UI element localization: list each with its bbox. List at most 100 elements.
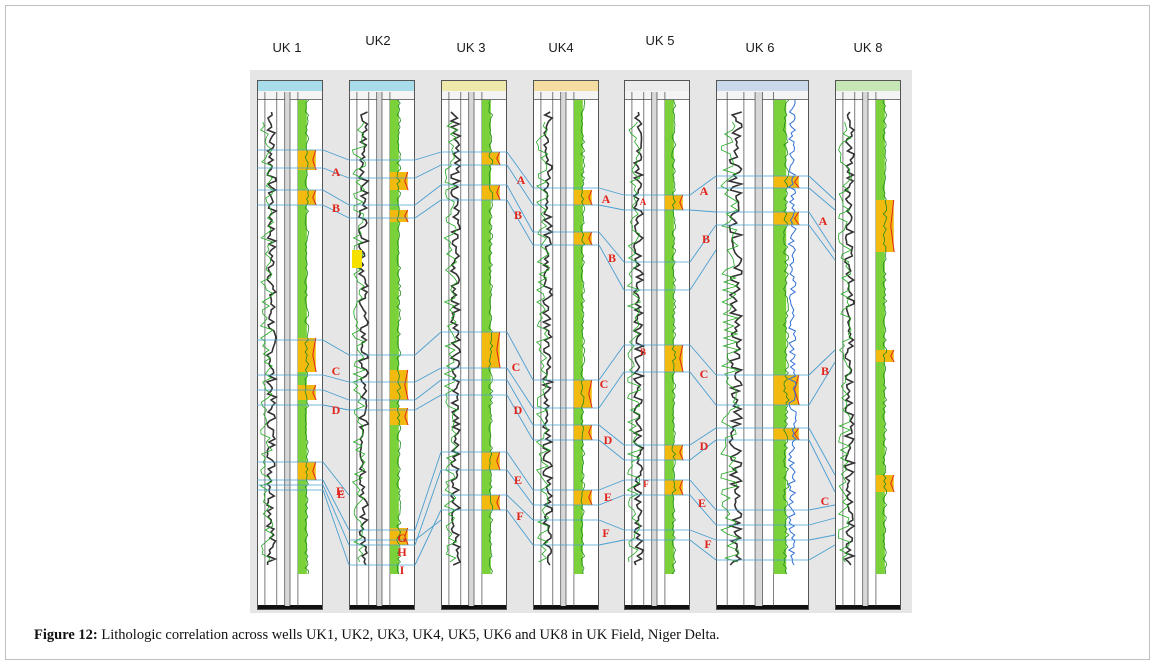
resistivity-spike xyxy=(312,189,317,206)
caption-text: Lithologic correlation across wells UK1,… xyxy=(101,627,720,643)
correlation-line xyxy=(808,544,836,561)
correlation-line xyxy=(598,539,625,546)
resistivity-spike xyxy=(679,479,684,496)
correlation-line xyxy=(414,394,442,411)
correlation-line xyxy=(598,244,625,291)
resistivity-spike xyxy=(496,494,501,511)
spontaneous-potential-curve xyxy=(720,121,741,563)
correlation-line xyxy=(689,539,717,561)
depth-track xyxy=(651,92,657,606)
resistivity-spike xyxy=(679,344,684,373)
correlation-line xyxy=(414,379,442,401)
resistivity-spike xyxy=(312,384,317,401)
sand-body-fill xyxy=(297,385,316,400)
sand-body-fill xyxy=(389,172,408,190)
correlation-line xyxy=(808,187,836,211)
correlation-line xyxy=(598,494,625,506)
figure-frame xyxy=(5,5,1150,660)
resistivity-spike xyxy=(588,231,593,246)
horizon-marker-label: B xyxy=(514,208,522,222)
correlation-line xyxy=(322,189,350,206)
correlation-line xyxy=(506,164,534,206)
well-base xyxy=(534,605,598,609)
correlation-line xyxy=(598,424,625,446)
correlation-line xyxy=(689,494,717,526)
resistivity-spike xyxy=(496,151,501,166)
correlation-line xyxy=(598,371,625,409)
well-base xyxy=(442,605,506,609)
resistivity-curve xyxy=(787,100,797,566)
spontaneous-potential-curve xyxy=(837,121,853,563)
horizon-marker-label: E xyxy=(604,490,612,504)
resistivity-spike xyxy=(312,337,317,373)
correlation-line xyxy=(414,469,442,546)
depth-track xyxy=(755,92,763,606)
correlation-line xyxy=(689,479,717,511)
horizon-marker-label: A xyxy=(700,184,709,198)
horizon-marker-label: F xyxy=(602,526,609,540)
gamma-ray-curve xyxy=(882,99,888,575)
sand-body-fill xyxy=(297,190,316,205)
spontaneous-potential-curve xyxy=(259,121,275,563)
correlation-line xyxy=(506,451,534,491)
horizon-marker-label: C xyxy=(700,367,709,381)
horizon-marker-label: A xyxy=(602,192,611,206)
horizon-marker-label: D xyxy=(604,433,613,447)
depth-track xyxy=(862,92,868,606)
horizon-marker-label: C xyxy=(332,364,341,378)
horizon-marker-label: E xyxy=(514,473,522,487)
spontaneous-potential-curve xyxy=(443,121,459,563)
depth-track xyxy=(376,92,382,606)
correlation-line xyxy=(506,184,534,233)
sand-body-fill xyxy=(481,185,500,200)
depth-track xyxy=(468,92,474,606)
resistivity-spike xyxy=(496,331,501,369)
correlation-line xyxy=(414,451,442,531)
depth-track xyxy=(560,92,566,606)
horizon-marker-label: F xyxy=(704,537,711,551)
sand-body-fill xyxy=(664,345,683,372)
correlation-line xyxy=(506,509,534,546)
correlation-line xyxy=(506,469,534,506)
correlation-line xyxy=(322,484,350,546)
horizon-marker-label: C xyxy=(821,494,830,508)
correlation-line xyxy=(322,489,350,566)
horizon-marker-label: B xyxy=(821,364,829,378)
shale-fill xyxy=(773,100,787,574)
resistivity-spike xyxy=(890,199,895,253)
correlation-line xyxy=(689,249,717,291)
correlation-line xyxy=(689,209,717,213)
shale-fill xyxy=(573,100,583,574)
well-base xyxy=(625,605,689,609)
well-title-7: UK 8 xyxy=(853,40,883,55)
gamma-ray-curve xyxy=(580,99,586,575)
horizon-marker-label: D xyxy=(700,439,709,453)
gamma-ray-curve xyxy=(782,99,790,575)
correlation-line xyxy=(322,461,350,496)
well-base xyxy=(258,605,322,609)
correlation-line xyxy=(808,517,836,526)
correlation-line xyxy=(414,331,442,356)
well-title-6: UK 6 xyxy=(745,40,775,55)
gamma-ray-curve xyxy=(396,99,402,575)
correlation-line xyxy=(689,224,717,263)
horizon-marker-label: D xyxy=(514,403,523,417)
correlation-line xyxy=(598,519,625,531)
in-track-marker-label: F xyxy=(643,479,649,489)
correlation-line xyxy=(506,331,534,381)
resistivity-spike xyxy=(890,474,895,493)
sand-body-fill xyxy=(389,370,408,400)
correlation-line xyxy=(808,361,836,406)
well-title-4: UK4 xyxy=(548,40,574,55)
sp-log-curve xyxy=(843,111,857,566)
correlation-line xyxy=(506,367,534,409)
horizon-marker-label: D xyxy=(332,403,341,417)
sp-log-curve xyxy=(632,111,646,566)
horizon-marker-label: C xyxy=(600,377,609,391)
figure-caption: Figure 12: Lithologic correlation across… xyxy=(34,627,720,644)
spontaneous-potential-curve xyxy=(351,121,367,563)
correlation-line xyxy=(808,224,836,261)
horizon-marker-label: C xyxy=(512,360,521,374)
correlation-line xyxy=(322,149,350,161)
